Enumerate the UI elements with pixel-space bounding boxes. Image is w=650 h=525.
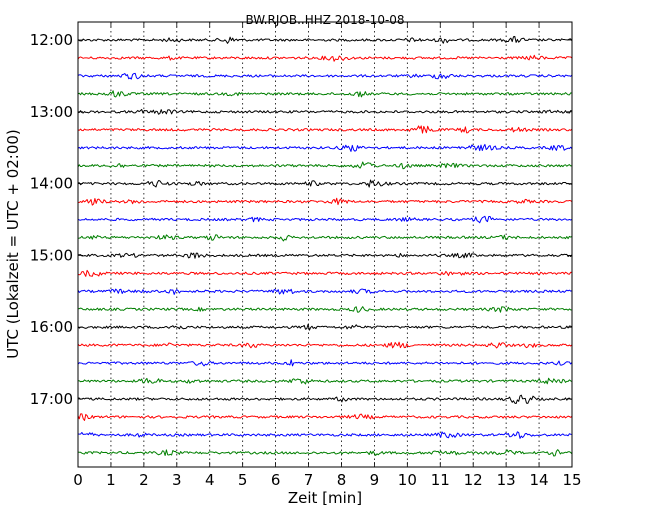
y-tick-label: 13:00	[30, 103, 73, 121]
trace-row-1645	[77, 377, 573, 385]
x-tick-label: 8	[337, 471, 347, 489]
x-tick-label: 5	[238, 471, 248, 489]
y-axis-ticks: 12:00 13:00 14:00 15:00 16:00 17:00	[30, 31, 572, 408]
y-tick-label: 16:00	[30, 318, 73, 336]
x-tick-label: 4	[205, 471, 215, 489]
x-tick-label: 13	[497, 471, 516, 489]
x-tick-label: 3	[172, 471, 182, 489]
y-tick-label: 17:00	[30, 390, 73, 408]
x-tick-label: 9	[370, 471, 380, 489]
x-tick-label: 14	[530, 471, 549, 489]
trace-row-1345	[77, 161, 573, 170]
trace-row-1400	[77, 179, 573, 188]
trace-row-1430	[77, 215, 573, 224]
trace-row-1700	[77, 394, 573, 405]
y-tick-label: 12:00	[30, 31, 73, 49]
x-axis-ticks: 0 1 2 3 4 5 6 7 8 9 10 11 12 13 14 15	[73, 22, 582, 489]
x-tick-label: 6	[271, 471, 281, 489]
trace-row-1300	[77, 108, 573, 115]
trace-row-1245	[77, 90, 573, 98]
trace-row-1230	[77, 72, 573, 80]
x-tick-label: 12	[464, 471, 483, 489]
trace-row-1615	[77, 341, 573, 349]
trace-row-1745	[77, 449, 573, 457]
trace-row-1715	[77, 413, 573, 422]
x-tick-label: 10	[398, 471, 417, 489]
trace-row-1215	[77, 54, 573, 62]
trace-row-1445	[77, 234, 573, 242]
y-axis-label: UTC (Lokalzeit = UTC + 02:00)	[4, 129, 22, 359]
trace-row-1730	[77, 431, 573, 439]
trace-row-1415	[77, 197, 573, 206]
plot-frame	[77, 21, 573, 468]
vertical-grid	[110, 22, 540, 467]
x-tick-label: 15	[562, 471, 581, 489]
trace-row-1330	[77, 143, 573, 152]
trace-row-1500	[77, 252, 573, 259]
chart-title: BW.RJOB..HHZ 2018-10-08	[245, 13, 404, 27]
trace-row-1630	[77, 359, 573, 367]
x-axis-label: Zeit [min]	[288, 489, 362, 507]
trace-row-1200	[77, 35, 573, 44]
trace-group	[77, 35, 573, 457]
y-tick-label: 14:00	[30, 175, 73, 193]
x-tick-label: 0	[73, 471, 83, 489]
x-tick-label: 2	[139, 471, 149, 489]
x-tick-label: 1	[106, 471, 116, 489]
trace-row-1600	[77, 323, 573, 331]
x-tick-label: 7	[304, 471, 314, 489]
x-tick-label: 11	[431, 471, 450, 489]
y-tick-label: 15:00	[30, 246, 73, 264]
trace-row-1515	[77, 269, 573, 277]
trace-row-1545	[77, 306, 573, 313]
trace-row-1315	[77, 125, 573, 134]
trace-row-1530	[77, 288, 573, 295]
